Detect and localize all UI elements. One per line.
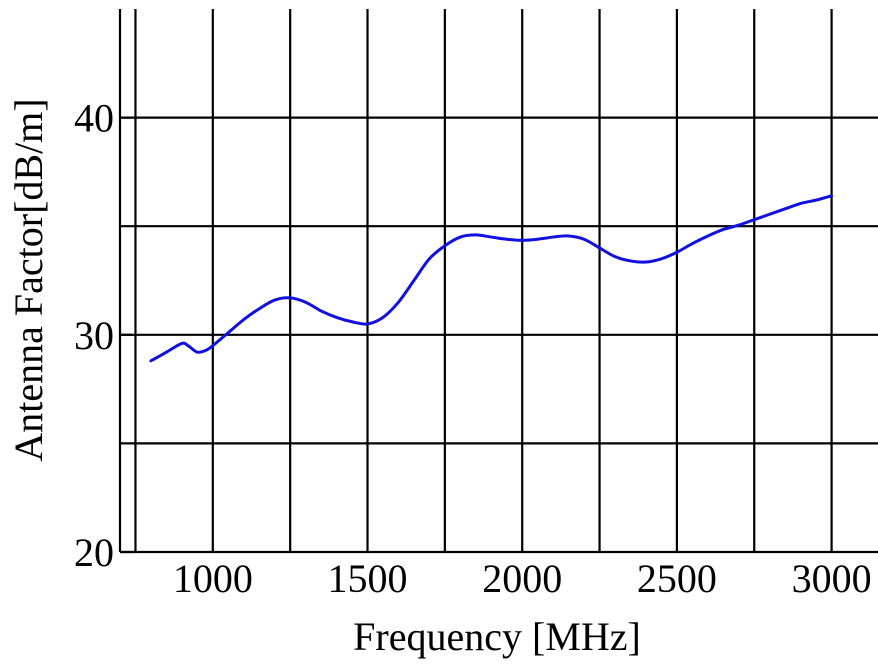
x-tick-label: 1500 [328, 556, 408, 601]
x-tick-label: 3000 [792, 556, 872, 601]
x-tick-label: 2000 [482, 556, 562, 601]
tick-labels: 1000 1500 2000 2500 3000 20 30 40 [74, 96, 872, 601]
series-line [149, 194, 834, 363]
grid [120, 9, 878, 552]
axes [118, 9, 878, 554]
series-layer [149, 194, 834, 363]
x-tick-label: 1000 [173, 556, 253, 601]
y-axis-title: Antenna Factor[dB/m] [6, 98, 51, 461]
x-axis-title: Frequency [MHz] [353, 614, 641, 659]
y-tick-label: 20 [74, 530, 114, 575]
x-tick-label: 2500 [637, 556, 717, 601]
y-tick-label: 40 [74, 96, 114, 141]
y-tick-label: 30 [74, 313, 114, 358]
